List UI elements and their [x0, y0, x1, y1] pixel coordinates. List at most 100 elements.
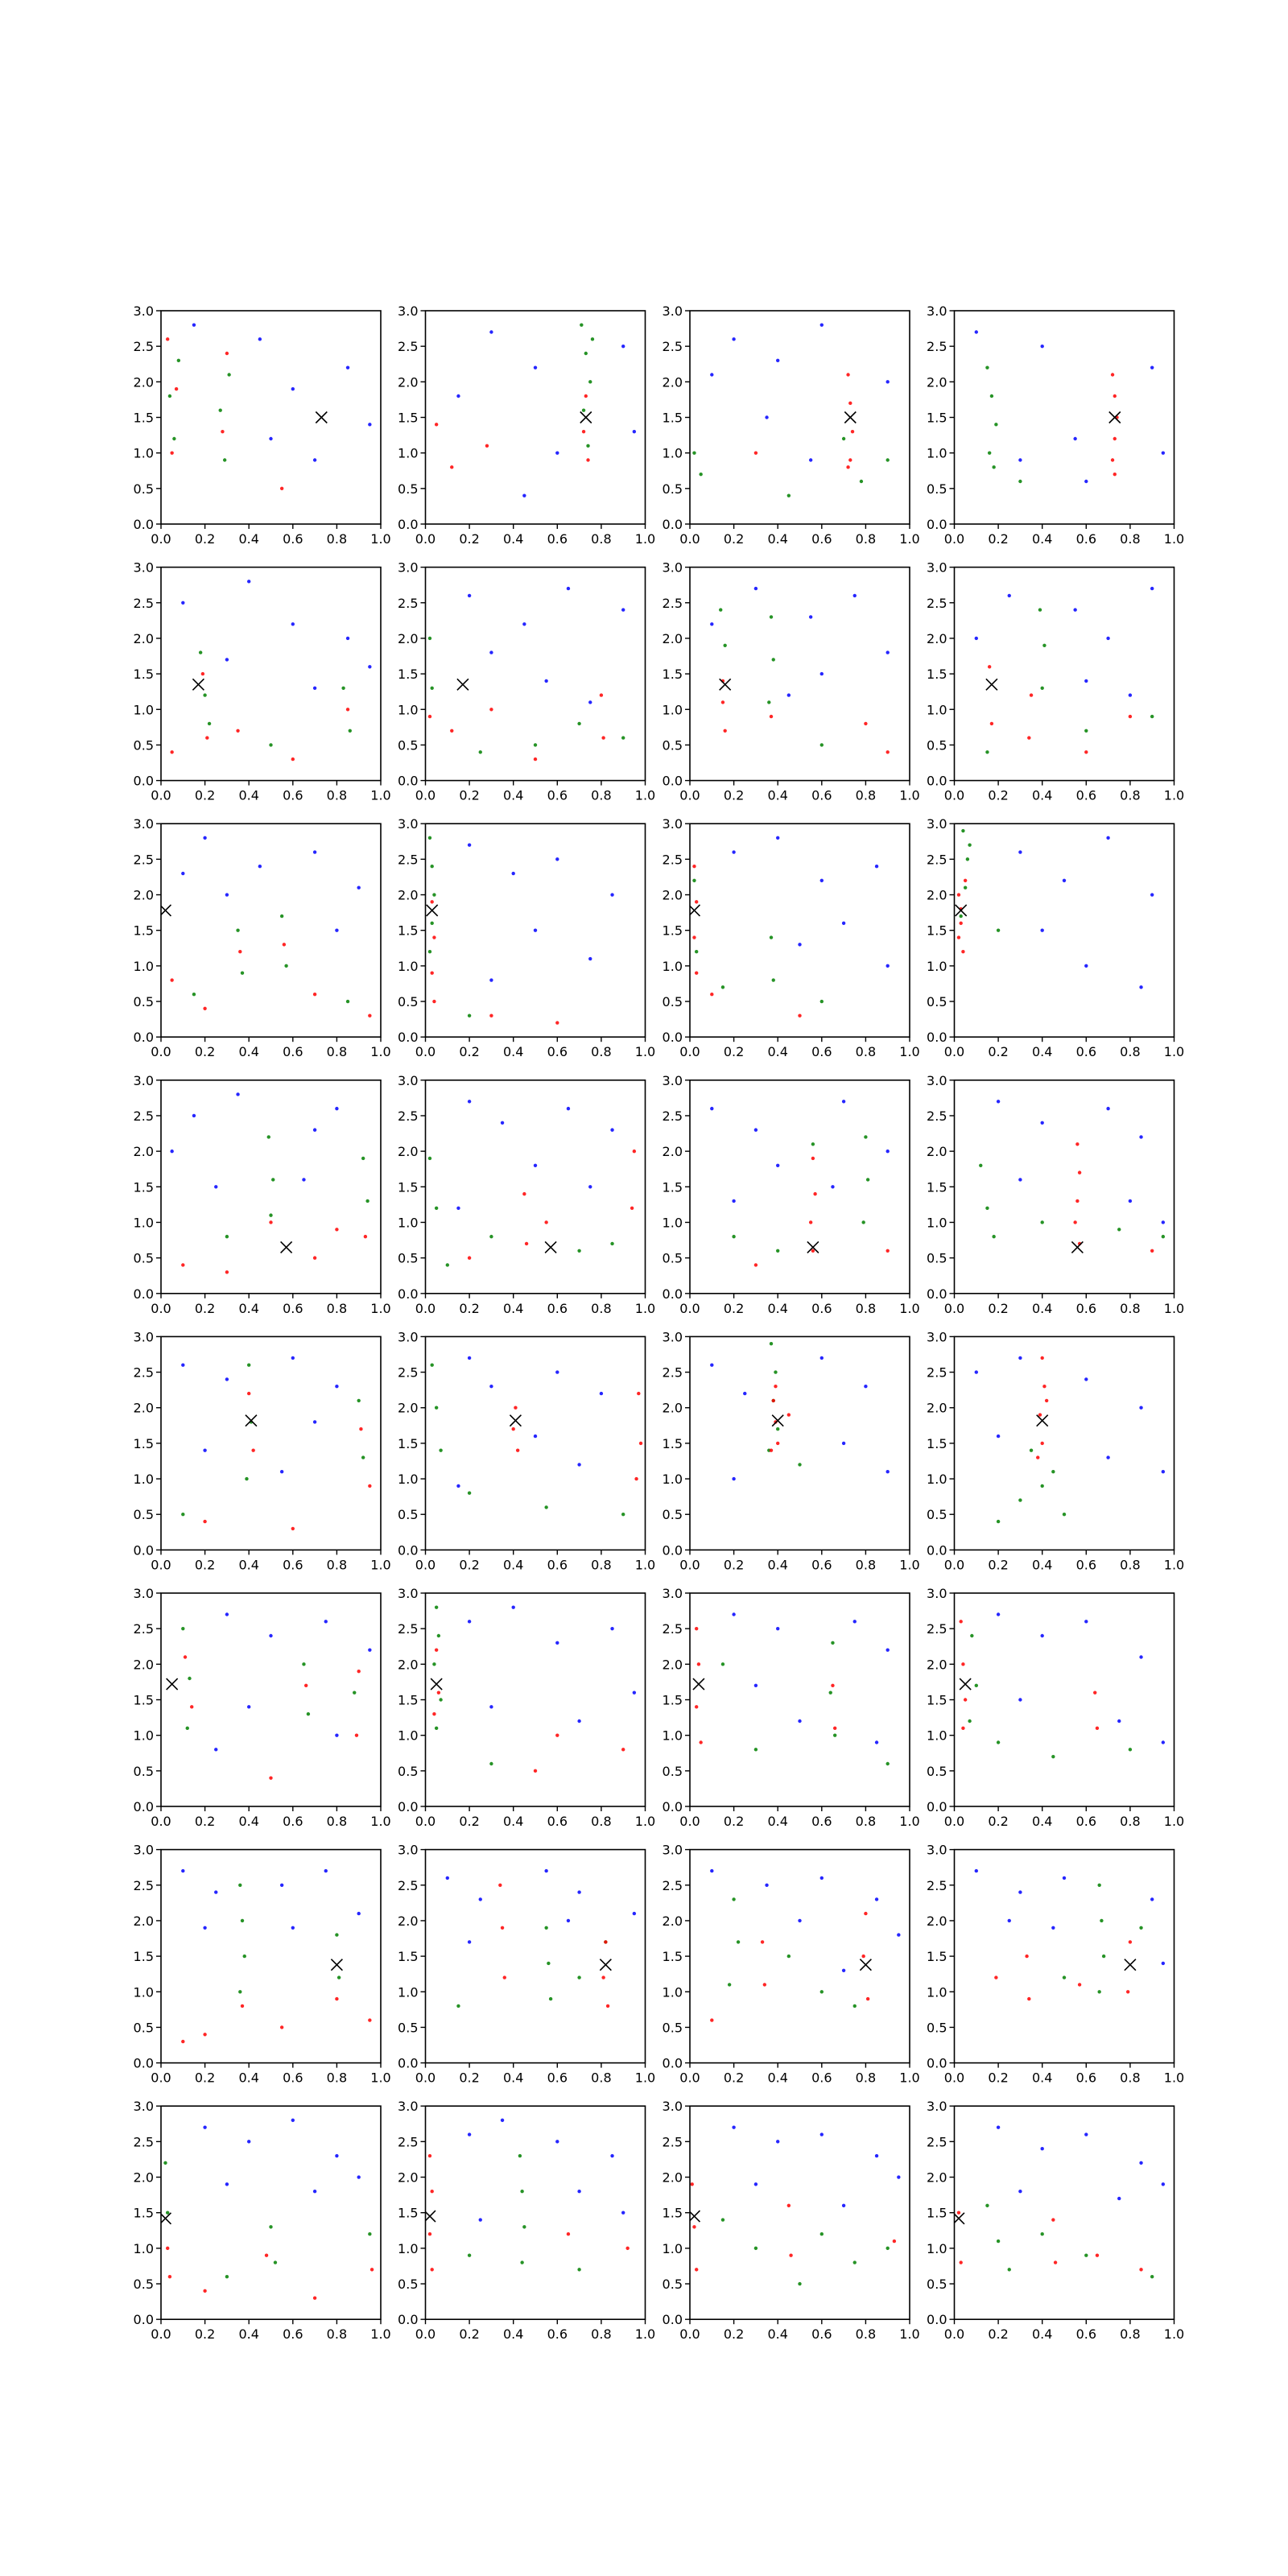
- y-tick-label: 3.0: [134, 303, 154, 319]
- point: [555, 451, 559, 455]
- point: [625, 2246, 630, 2251]
- point: [588, 956, 592, 961]
- point: [357, 2175, 361, 2179]
- point: [692, 878, 696, 883]
- point: [852, 2260, 857, 2264]
- point: [1077, 1983, 1082, 1987]
- x-tick-label: 0.8: [856, 1557, 876, 1572]
- x-tick-label: 0.0: [944, 788, 964, 803]
- point: [247, 2140, 251, 2144]
- y-tick-label: 1.0: [927, 702, 947, 717]
- point: [1139, 1135, 1143, 1139]
- y-tick-label: 1.5: [663, 667, 683, 682]
- x-tick-label: 0.8: [327, 1814, 347, 1829]
- point: [831, 1683, 835, 1688]
- point: [808, 1220, 813, 1224]
- point: [577, 721, 581, 726]
- point: [434, 1726, 439, 1731]
- x-tick-label: 0.2: [988, 788, 1008, 803]
- panel: 0.0 0.2 0.4 0.6 0.8 1.0 0.0 0.5 1.0 1.5 2.0 2.5 3.0: [134, 816, 391, 1059]
- plot-area: [170, 1092, 369, 1274]
- point: [427, 636, 432, 641]
- y-tick-label: 2.5: [927, 2134, 947, 2149]
- y-tick-label: 3.0: [663, 816, 683, 832]
- point: [588, 380, 592, 384]
- x-tick-label: 0.6: [811, 1301, 832, 1316]
- x-tick-label: 0.6: [811, 531, 832, 547]
- point: [264, 2253, 269, 2257]
- x-tick-label: 0.2: [988, 531, 1008, 547]
- point: [279, 1470, 284, 1474]
- panel: 0.0 0.2 0.4 0.6 0.8 1.0 0.0 0.5 1.0 1.5 2.0 2.5 3.0: [398, 1329, 655, 1572]
- point: [251, 1448, 255, 1452]
- point: [357, 1669, 361, 1674]
- point: [1097, 1990, 1101, 1994]
- point: [765, 415, 769, 419]
- x-tick-label: 0.2: [724, 788, 744, 803]
- point: [732, 1476, 736, 1481]
- point: [566, 1918, 571, 1923]
- point: [897, 1933, 901, 1937]
- axes-frame: [689, 2105, 910, 2320]
- point: [577, 2190, 581, 2194]
- y-tick-label: 3.0: [927, 303, 947, 319]
- panel: 0.0 0.2 0.4 0.6 0.8 1.0 0.0 0.5 1.0 1.5 2.0 2.5 3.0: [663, 303, 920, 547]
- point: [996, 2125, 1001, 2129]
- point: [345, 636, 350, 641]
- y-tick-label: 3.0: [134, 560, 154, 576]
- y-tick-label: 0.5: [663, 1507, 683, 1522]
- point: [185, 1726, 189, 1731]
- x-tick-label: 0.6: [547, 1044, 568, 1059]
- point: [771, 978, 775, 982]
- axes-frame: [953, 823, 1175, 1038]
- point: [312, 686, 317, 690]
- point: [357, 1911, 361, 1916]
- y-tick-label: 3.0: [134, 1843, 154, 1858]
- y-tick-label: 2.0: [663, 1144, 683, 1159]
- point: [723, 729, 727, 733]
- point: [874, 2153, 879, 2158]
- x-tick-label: 0.4: [503, 2326, 523, 2342]
- point: [522, 2225, 526, 2229]
- point: [335, 1106, 339, 1111]
- x-tick-label: 0.6: [811, 2326, 832, 2342]
- y-tick-label: 1.0: [663, 1728, 683, 1744]
- point: [368, 665, 372, 669]
- point: [786, 693, 791, 697]
- y-tick-label: 0.5: [927, 994, 947, 1009]
- point: [1075, 1199, 1080, 1203]
- y-tick-label: 0.0: [927, 2312, 947, 2327]
- x-tick-label: 1.0: [370, 1044, 390, 1059]
- point: [225, 1270, 229, 1274]
- y-tick-label: 1.5: [134, 1949, 154, 1964]
- plot-area: [974, 1356, 1166, 1524]
- point: [1110, 458, 1115, 462]
- point: [819, 743, 824, 747]
- point: [181, 1626, 185, 1631]
- y-tick-label: 2.5: [398, 852, 418, 867]
- x-tick-label: 0.0: [679, 2326, 700, 2342]
- point: [467, 1100, 472, 1104]
- point: [1073, 608, 1077, 612]
- x-tick-label: 1.0: [1164, 1044, 1184, 1059]
- y-tick-label: 1.0: [663, 446, 683, 461]
- point: [225, 351, 229, 356]
- axes-frame: [424, 1592, 646, 1807]
- point: [445, 1876, 449, 1880]
- x-tick-label: 0.0: [944, 1557, 964, 1572]
- plot-area: [955, 828, 1154, 989]
- y-tick-label: 1.5: [398, 411, 418, 426]
- point: [776, 1249, 780, 1253]
- point: [1073, 1220, 1077, 1224]
- point: [511, 1427, 515, 1431]
- x-tick-label: 0.8: [1120, 1557, 1140, 1572]
- point: [181, 1513, 185, 1517]
- point: [240, 2004, 245, 2008]
- x-tick-label: 1.0: [635, 1044, 655, 1059]
- y-tick-label: 2.5: [398, 596, 418, 611]
- point: [584, 351, 588, 356]
- point: [1084, 964, 1088, 968]
- y-tick-label: 0.0: [398, 2312, 418, 2327]
- point: [203, 1926, 207, 1930]
- x-tick-label: 1.0: [899, 1557, 919, 1572]
